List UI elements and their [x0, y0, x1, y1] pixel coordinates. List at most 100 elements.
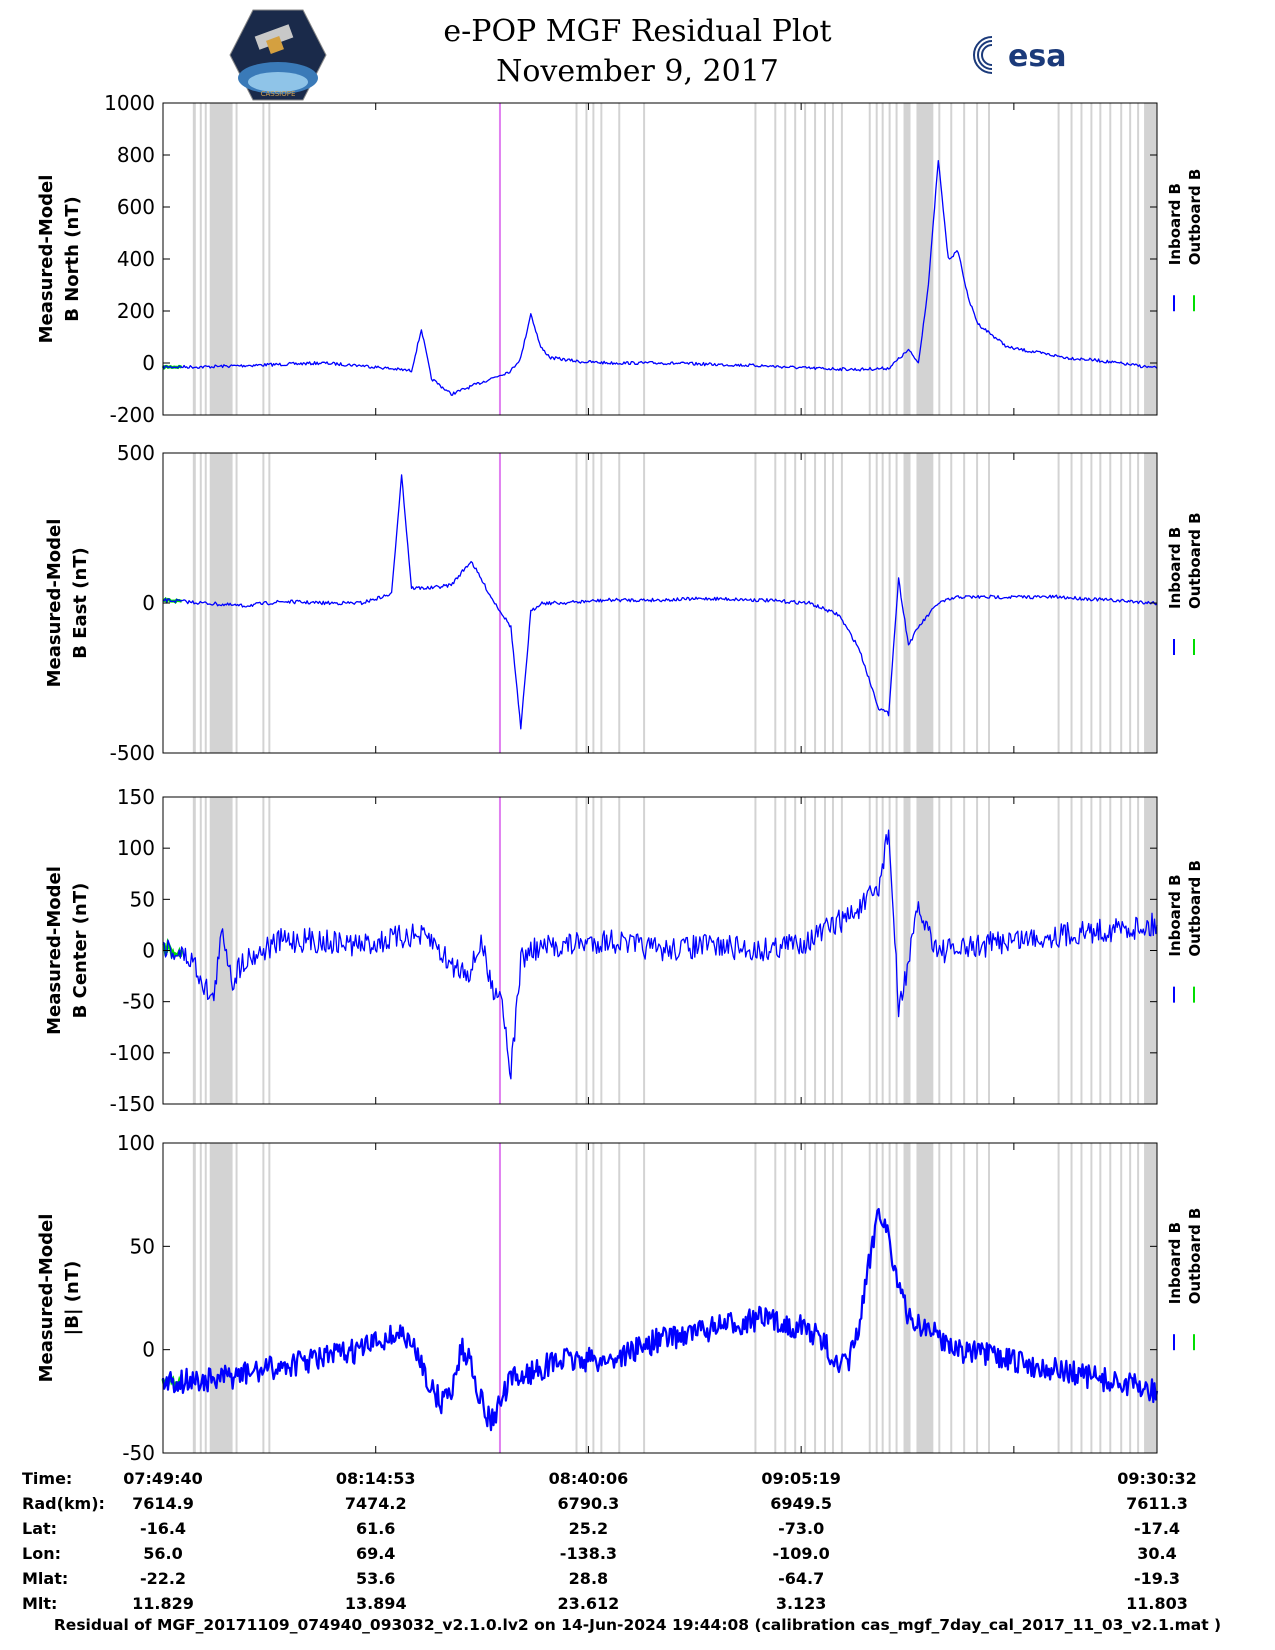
gray-band	[774, 103, 777, 415]
gray-band	[888, 1143, 891, 1453]
gray-band	[1129, 453, 1132, 753]
table-cell: 11.803	[1126, 1594, 1188, 1613]
table-row-label: Mlt:	[22, 1594, 58, 1613]
esa-logo: esa	[973, 36, 1066, 74]
table-row-label: Lat:	[22, 1519, 58, 1538]
gray-band	[1099, 1143, 1102, 1453]
gray-band	[1099, 797, 1102, 1104]
gray-band	[592, 453, 595, 753]
table-cell: 56.0	[143, 1544, 183, 1563]
gray-band	[1137, 1143, 1140, 1453]
gray-band	[784, 103, 787, 415]
y-tick-label: -150	[110, 1092, 155, 1116]
table-cell: 11.829	[132, 1594, 194, 1613]
gray-band	[895, 1143, 898, 1453]
gray-band	[804, 1143, 807, 1453]
gray-band	[1099, 103, 1102, 415]
gray-band	[585, 1143, 588, 1453]
gray-band	[199, 103, 202, 415]
gray-band	[881, 797, 884, 1104]
gray-band	[204, 103, 207, 415]
gray-band	[754, 1143, 757, 1453]
gray-band	[881, 103, 884, 415]
legend-entry: Outboard B	[1186, 1208, 1204, 1305]
gray-band	[1057, 797, 1060, 1104]
gray-band	[875, 453, 878, 753]
table-cell: 08:14:53	[335, 1469, 416, 1488]
y-tick-label: 50	[130, 887, 155, 911]
gray-band	[1070, 103, 1073, 415]
gray-band	[895, 103, 898, 415]
gray-band	[976, 103, 979, 415]
legend-entry: Outboard B	[1186, 860, 1204, 957]
gray-band	[754, 103, 757, 415]
table-cell: 25.2	[568, 1519, 609, 1538]
y-axis-label: Measured-Model	[44, 519, 65, 688]
inboard-series-line	[161, 1207, 1159, 1432]
table-cell: 09:30:32	[1117, 1469, 1197, 1488]
y-tick-label: -50	[122, 1441, 155, 1465]
gray-band	[963, 797, 966, 1104]
gray-band	[618, 453, 621, 753]
gray-band	[903, 453, 911, 753]
y-axis-label: Measured-Model	[36, 175, 57, 344]
table-cell: -17.4	[1133, 1519, 1181, 1538]
gray-band	[888, 797, 891, 1104]
gray-band	[831, 453, 834, 753]
inboard-series-line	[162, 160, 1158, 396]
table-cell: -19.3	[1133, 1569, 1181, 1588]
gray-band	[1109, 103, 1112, 415]
gray-band	[881, 1143, 884, 1453]
gray-band	[1057, 1143, 1060, 1453]
gray-band	[209, 103, 233, 415]
gray-band	[988, 103, 991, 415]
table-cell: 6790.3	[557, 1494, 620, 1513]
gray-band	[938, 103, 941, 415]
gray-band	[235, 453, 238, 753]
axes-frame	[162, 452, 1158, 754]
gray-band	[814, 797, 817, 1104]
gray-band	[868, 797, 871, 1104]
legend-entry: Inboard B	[1166, 874, 1184, 956]
table-row-label: Lon:	[22, 1544, 61, 1563]
y-tick-label: 400	[117, 247, 155, 271]
gray-band	[575, 797, 578, 1104]
gray-band	[235, 1143, 238, 1453]
gray-band	[794, 103, 797, 415]
gray-band	[903, 103, 911, 415]
gray-band	[938, 1143, 941, 1453]
y-axis-label: B Center (nT)	[70, 883, 91, 1019]
gray-band	[643, 453, 646, 753]
table-cell: -109.0	[772, 1544, 830, 1563]
gray-band	[831, 797, 834, 1104]
gray-band	[831, 103, 834, 415]
plot-title: e-POP MGF Residual Plot	[443, 14, 832, 49]
table-cell: 23.612	[557, 1594, 620, 1613]
y-tick-label: -100	[110, 1041, 155, 1065]
gray-band	[268, 103, 271, 415]
legend-entry: Inboard B	[1166, 527, 1184, 609]
gray-band	[916, 103, 934, 415]
y-tick-label: -200	[110, 403, 155, 427]
y-tick-label: 600	[117, 195, 155, 219]
table-cell: 09:05:19	[761, 1469, 841, 1488]
gray-band	[840, 103, 843, 415]
gray-band	[1057, 103, 1060, 415]
y-tick-label: 800	[117, 143, 155, 167]
gray-band	[988, 453, 991, 753]
y-tick-label: -500	[110, 741, 155, 765]
gray-band	[592, 103, 595, 415]
table-cell: 13.894	[344, 1594, 407, 1613]
inboard-series-line	[162, 474, 1158, 730]
y-axis-label: |B| (nT)	[62, 1261, 83, 1336]
gray-band	[963, 103, 966, 415]
gray-band	[192, 797, 196, 1104]
gray-band	[1144, 1143, 1157, 1453]
gray-band	[881, 453, 884, 753]
gray-band	[592, 1143, 595, 1453]
gray-band	[192, 1143, 196, 1453]
gray-band	[1090, 1143, 1093, 1453]
legend-entry: Inboard B	[1166, 1222, 1184, 1304]
gray-band	[1137, 797, 1140, 1104]
